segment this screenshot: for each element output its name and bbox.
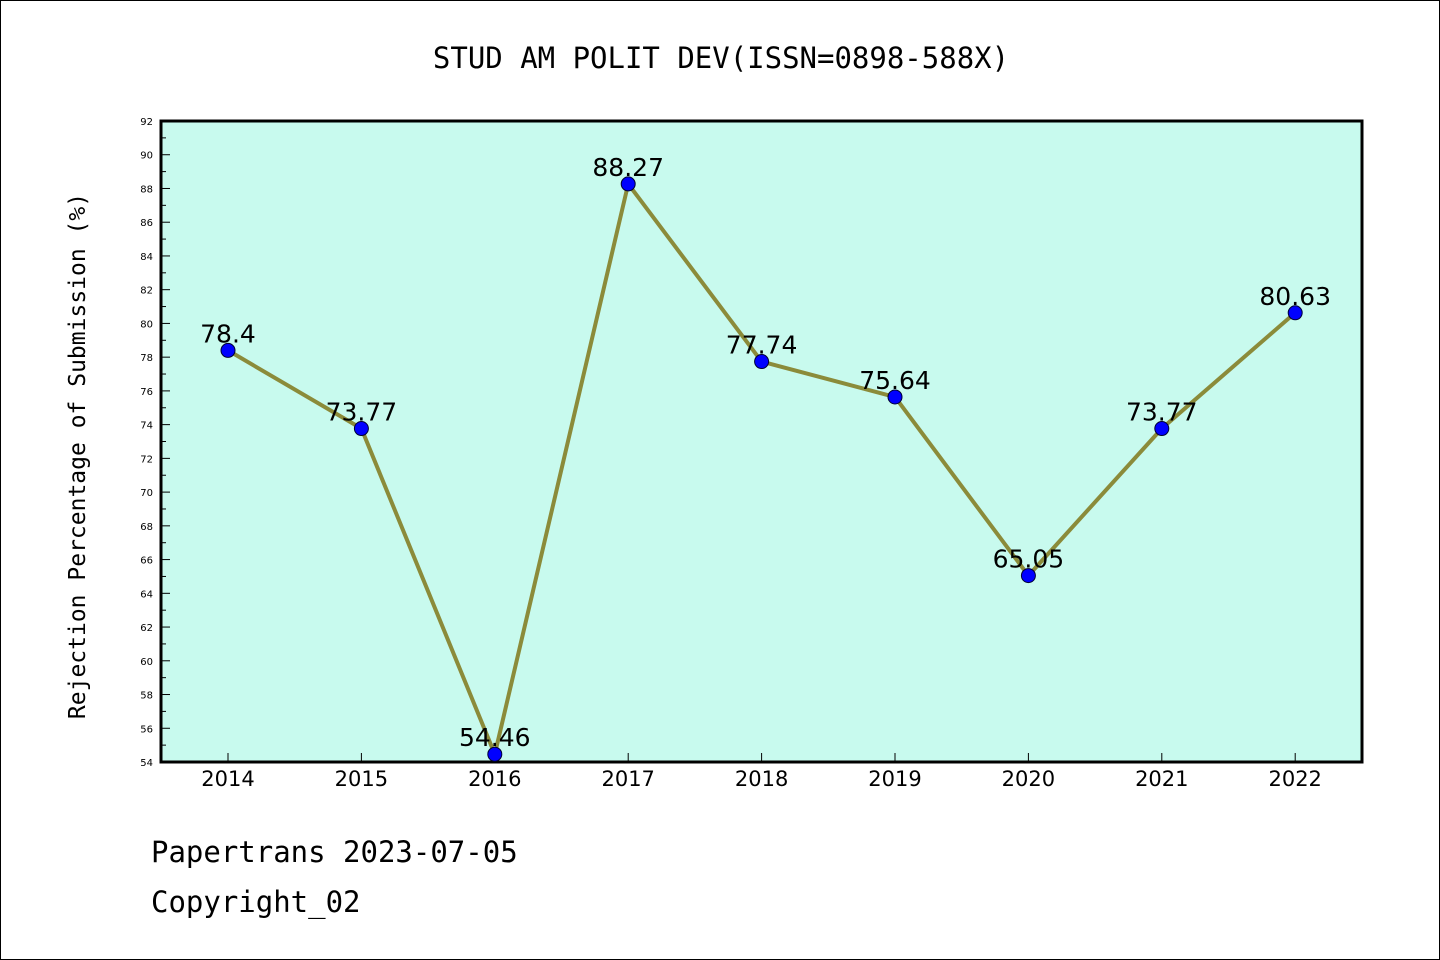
data-point [1154, 421, 1170, 437]
data-labels: 78.4 73.77 54.46 88.27 77.74 75.64 65.05 73.77 8… [200, 153, 1331, 752]
data-point [1020, 568, 1036, 584]
data-label: 78.4 [200, 319, 256, 348]
x-tick-label: 2015 [335, 767, 388, 791]
y-tick-label: 82 [140, 286, 153, 297]
source-text: Papertrans 2023-07-05 [151, 835, 518, 869]
data-label: 54.46 [459, 723, 531, 752]
y-tick-label: 90 [140, 151, 153, 162]
plot-area [159, 119, 1364, 764]
series-layer [220, 176, 1303, 762]
data-label: 73.77 [326, 398, 398, 427]
y-tick-label: 58 [140, 691, 153, 702]
y-tick-label: 92 [140, 117, 153, 128]
data-point [487, 746, 503, 762]
y-tick-label: 60 [140, 657, 153, 668]
x-tick-label: 2014 [201, 767, 254, 791]
y-tick-label: 54 [140, 758, 153, 769]
y-tick-label: 66 [140, 556, 153, 567]
y-tick-label: 84 [140, 252, 153, 263]
y-tick-label: 72 [140, 454, 153, 465]
data-label: 88.27 [592, 153, 664, 182]
data-point [353, 421, 369, 437]
x-tick-label: 2019 [868, 767, 921, 791]
data-label: 80.63 [1259, 282, 1331, 311]
copyright-text: Copyright_02 [151, 885, 361, 919]
x-tick-label: 2017 [601, 767, 654, 791]
y-tick-label: 80 [140, 319, 153, 330]
data-point [220, 342, 236, 358]
data-label: 65.05 [993, 545, 1065, 574]
data-point [1287, 305, 1303, 321]
y-tick-label: 88 [140, 184, 153, 195]
x-tick-label: 2020 [1002, 767, 1055, 791]
y-tick-label: 62 [140, 623, 153, 634]
y-tick-label: 68 [140, 522, 153, 533]
data-point [754, 354, 770, 370]
x-tick-label: 2018 [735, 767, 788, 791]
y-tick-label: 76 [140, 387, 153, 398]
x-tick-label: 2022 [1268, 767, 1321, 791]
x-tick-label: 2016 [468, 767, 521, 791]
y-axis-label: Rejection Percentage of Submission (%) [65, 193, 91, 719]
chart-title: STUD AM POLIT DEV(ISSN=0898-588X) [433, 41, 1009, 75]
y-tick-label: 64 [140, 589, 153, 600]
x-tick-label: 2021 [1135, 767, 1188, 791]
y-tick-label: 86 [140, 218, 153, 229]
y-tick-label: 74 [140, 421, 153, 432]
data-point [887, 389, 903, 405]
y-tick-label: 56 [140, 724, 153, 735]
y-tick-label: 78 [140, 353, 153, 364]
data-label: 77.74 [726, 331, 798, 360]
axis-ticks: 54 56 58 60 62 64 66 68 70 72 74 76 78 80 82 84 86 88 90 92… [140, 117, 1322, 791]
data-label: 75.64 [859, 366, 931, 395]
y-tick-label: 70 [140, 488, 153, 499]
data-label: 73.77 [1126, 398, 1198, 427]
data-point [620, 176, 636, 192]
